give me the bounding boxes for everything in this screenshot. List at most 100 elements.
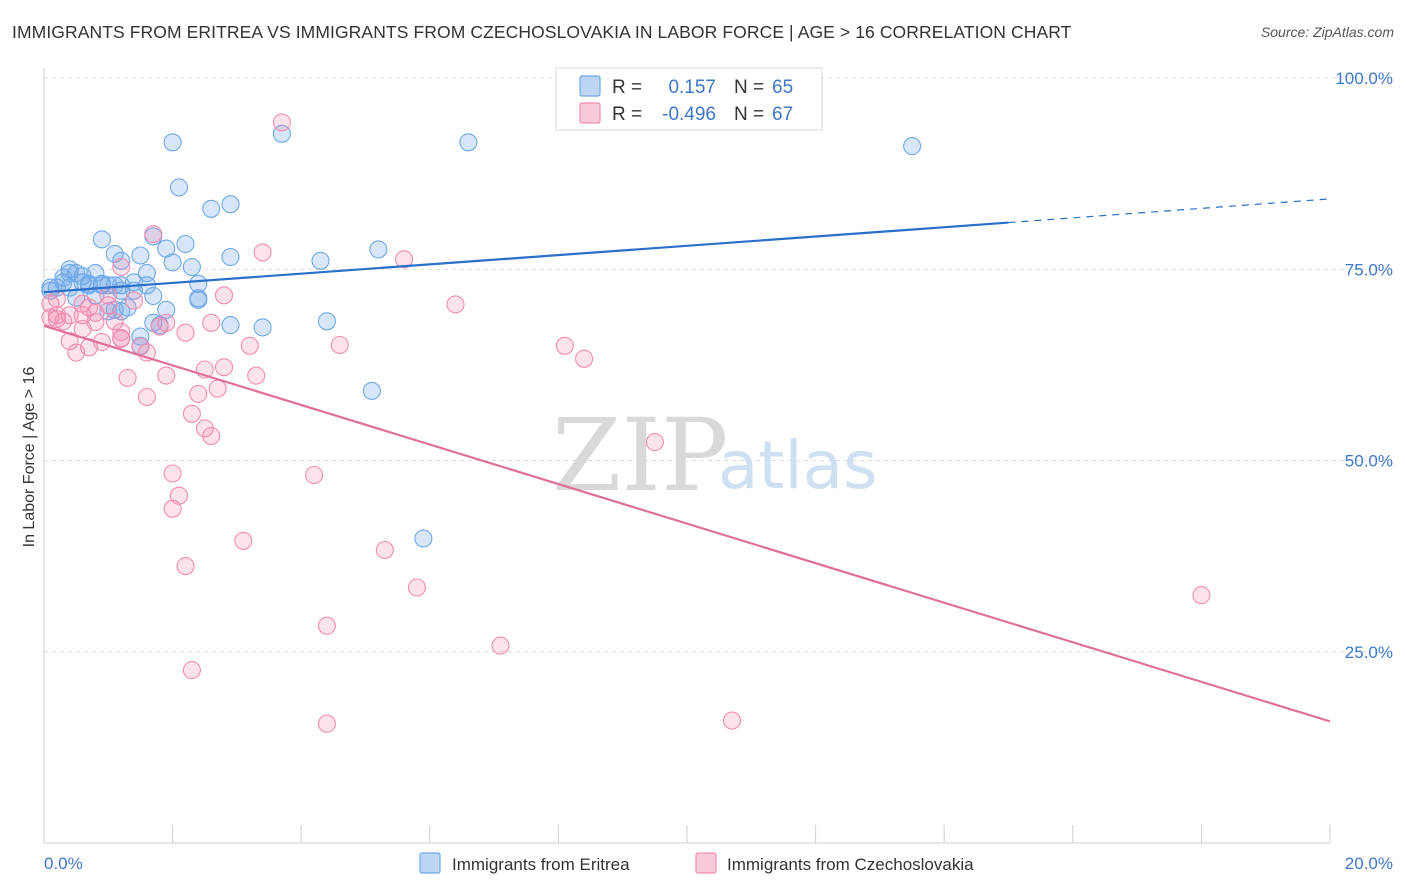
legend-r-value-1: 0.157: [668, 77, 716, 98]
czechoslovakia-point-63: [575, 349, 594, 368]
czechoslovakia-point-28: [137, 387, 156, 407]
eritrea-point-51: [221, 247, 240, 267]
bottom-legend: Immigrants from Eritrea Immigrants from …: [419, 852, 974, 874]
eritrea-point-45: [176, 234, 195, 254]
czechoslovakia-point-31: [157, 313, 176, 332]
czechoslovakia-point-50: [247, 366, 266, 385]
czechoslovakia-point-32: [157, 366, 176, 385]
x-tick-label-min: 0.0%: [44, 854, 83, 873]
eritrea-point-62: [903, 137, 922, 156]
czechoslovakia-point-29: [144, 225, 163, 244]
czechoslovakia-point-38: [176, 323, 195, 342]
legend-n-value-2: 67: [772, 104, 793, 125]
legend-r-label-1: R =: [612, 77, 642, 98]
czechoslovakia-point-47: [214, 358, 234, 377]
bottom-legend-label-eritrea: Immigrants from Eritrea: [452, 855, 630, 874]
czechoslovakia-point-64: [645, 433, 664, 452]
watermark-atlas: atlas: [718, 427, 878, 504]
czechoslovakia-point-49: [240, 336, 259, 355]
czechoslovakia-point-62: [555, 336, 574, 355]
legend-r-value-2: -0.496: [662, 104, 716, 125]
czechoslovakia-point-54: [317, 616, 336, 635]
eritrea-point-43: [163, 253, 182, 272]
eritrea-point-49: [189, 289, 208, 308]
eritrea-point-57: [317, 312, 336, 331]
czechoslovakia-point-45: [208, 379, 227, 398]
czechoslovakia-point-51: [253, 243, 272, 262]
czechoslovakia-point-41: [195, 419, 214, 438]
axes: [43, 68, 1331, 844]
czechoslovakia-trend-line: [43, 324, 1331, 723]
eritrea-point-38: [144, 286, 163, 306]
czechoslovakia-point-46: [214, 286, 234, 305]
eritrea-point-33: [131, 246, 150, 265]
czechoslovakia-point-37: [182, 661, 201, 680]
czechoslovakia-point-6: [60, 306, 79, 325]
eritrea-point-60: [414, 529, 433, 548]
czechoslovakia-point-56: [330, 335, 349, 355]
eritrea-point-61: [459, 133, 478, 152]
czechoslovakia-point-24: [118, 368, 137, 387]
czechoslovakia-point-53: [305, 465, 324, 485]
legend-swatch-czechoslovakia: [579, 102, 601, 124]
trend-lines: [43, 198, 1331, 723]
czechoslovakia-point-15: [86, 312, 105, 332]
bottom-legend-swatch-czechoslovakia: [695, 852, 717, 874]
czechoslovakia-point-25: [124, 291, 144, 310]
eritrea-point-31: [131, 327, 150, 346]
czechoslovakia-point-58: [395, 250, 414, 269]
czechoslovakia-point-17: [99, 296, 118, 315]
y-axis-title: In Labor Force | Age > 16: [21, 367, 38, 548]
czechoslovakia-point-65: [722, 711, 742, 730]
y-tick-labels: 100.0% 75.0% 50.0% 25.0%: [1335, 69, 1393, 662]
eritrea-point-50: [202, 199, 221, 218]
czechoslovakia-point-20: [112, 322, 131, 342]
x-tick-label-max: 20.0%: [1345, 854, 1393, 873]
eritrea-point-27: [112, 251, 131, 270]
bottom-legend-swatch-eritrea: [419, 852, 441, 874]
czechoslovakia-point-59: [407, 578, 426, 597]
czechoslovakia-point-44: [202, 313, 221, 332]
eritrea-point-28: [118, 298, 137, 317]
y-tick-label-100: 100.0%: [1335, 69, 1393, 88]
czechoslovakia-point-66: [1192, 586, 1211, 605]
y-tick-label-50: 50.0%: [1345, 452, 1393, 471]
gridlines: [44, 77, 1366, 653]
czechoslovakia-point-39: [182, 404, 201, 423]
eritrea-trend-line: [43, 221, 1009, 294]
legend-r-label-2: R =: [612, 104, 642, 125]
legend-swatch-eritrea: [579, 75, 601, 97]
czechoslovakia-point-19: [105, 312, 124, 331]
czechoslovakia-point-60: [446, 295, 465, 314]
watermark-zip: ZIP: [552, 397, 728, 514]
x-tick-labels: 0.0% 20.0%: [44, 854, 1393, 873]
czechoslovakia-point-55: [317, 714, 336, 733]
eritrea-point-41: [157, 300, 176, 319]
eritrea-point-58: [369, 240, 388, 259]
legend-n-label-1: N =: [734, 77, 764, 98]
czechoslovakia-point-57: [375, 540, 394, 560]
chart-title: IMMIGRANTS FROM ERITREA VS IMMIGRANTS FR…: [12, 22, 1072, 42]
source-label: Source: ZipAtlas.com: [1260, 24, 1394, 40]
czechoslovakia-point-23: [112, 329, 131, 348]
czechoslovakia-point-40: [189, 384, 208, 403]
eritrea-point-54: [253, 318, 272, 337]
czechoslovakia-point-33: [163, 464, 182, 483]
eritrea-point-47: [189, 274, 208, 293]
bottom-legend-label-czechoslovakia: Immigrants from Czechoslovakia: [727, 855, 974, 874]
czechoslovakia-point-22: [112, 257, 131, 277]
czechoslovakia-point-3: [47, 290, 66, 309]
eritrea-point-53: [221, 195, 240, 214]
czechoslovakia-point-61: [491, 636, 510, 655]
czechoslovakia-point-52: [272, 113, 291, 132]
czechoslovakia-point-48: [234, 531, 253, 550]
eritrea-trend-line-extension: [1008, 198, 1331, 224]
eritrea-point-59: [362, 381, 381, 400]
eritrea-point-46: [182, 257, 201, 277]
y-tick-label-75: 75.0%: [1345, 260, 1393, 279]
czechoslovakia-point-43: [202, 426, 221, 446]
legend-n-value-1: 65: [772, 77, 793, 98]
y-tick-label-25: 25.0%: [1345, 643, 1393, 662]
eritrea-point-56: [311, 251, 330, 270]
